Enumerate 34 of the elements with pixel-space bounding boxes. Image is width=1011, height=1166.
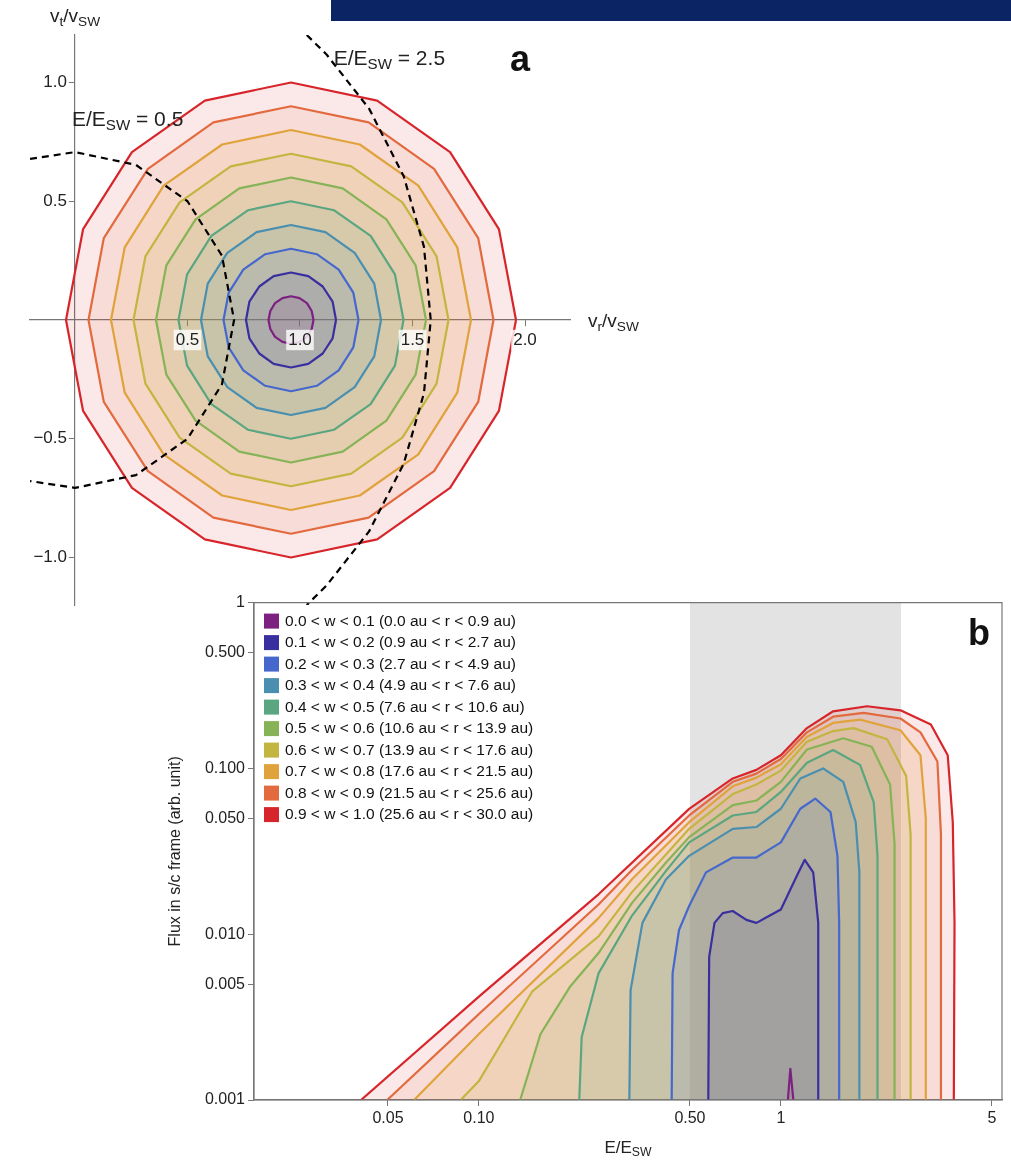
x-tick-label: 1.5 (400, 329, 425, 349)
legend-label: 0.0 < w < 0.1 (0.0 au < r < 0.9 au) (285, 611, 516, 629)
legend-label: 0.1 < w < 0.2 (0.9 au < r < 2.7 au) (285, 633, 516, 651)
y-tick-label: 0.005 (204, 974, 246, 992)
x-tick-label: 2.0 (513, 329, 537, 349)
legend-label: 0.5 < w < 0.6 (10.6 au < r < 13.9 au) (285, 719, 534, 737)
y-tick-label: 0.050 (204, 808, 246, 826)
y-tick-label: −1.0 (33, 547, 67, 567)
y-tick-label: 0.5 (43, 190, 68, 210)
line-series (30, 150, 236, 490)
y-tick-label: 0.001 (204, 1090, 246, 1108)
y-tick-label: 0.100 (204, 758, 246, 776)
y-tick-label: 0.500 (204, 642, 246, 660)
y-tick-label: 1 (236, 593, 246, 611)
legend-label: 0.3 < w < 0.4 (4.9 au < r < 7.6 au) (285, 676, 516, 694)
x-tick-label: 0.10 (463, 1109, 495, 1127)
x-tick-label: 0.50 (674, 1109, 706, 1127)
legend-label: 0.6 < w < 0.7 (13.9 au < r < 17.6 au) (285, 740, 534, 758)
y-tick-label: 0.010 (204, 924, 246, 942)
y-tick-label: −0.5 (33, 428, 67, 448)
x-tick-label: 0.05 (372, 1109, 404, 1127)
y-tick-label: 1.0 (43, 72, 68, 92)
x-tick-label: 0.5 (175, 329, 200, 349)
legend-label: 0.4 < w < 0.5 (7.6 au < r < 10.6 au) (285, 697, 525, 715)
x-tick-label: 1.0 (288, 329, 312, 349)
legend-label: 0.8 < w < 0.9 (21.5 au < r < 25.6 au) (285, 783, 534, 801)
legend-label: 0.9 < w < 1.0 (25.6 au < r < 30.0 au) (285, 805, 534, 823)
legend-label: 0.7 < w < 0.8 (17.6 au < r < 21.5 au) (285, 762, 534, 780)
x-tick-label: 5 (987, 1109, 997, 1127)
chart-title: b (968, 611, 990, 653)
legend-label: 0.2 < w < 0.3 (2.7 au < r < 4.9 au) (285, 654, 516, 672)
y-axis-title: Flux in s/c frame (arb. unit) (166, 756, 184, 947)
chart-title: a (509, 37, 531, 79)
x-tick-label: 1 (776, 1109, 786, 1127)
